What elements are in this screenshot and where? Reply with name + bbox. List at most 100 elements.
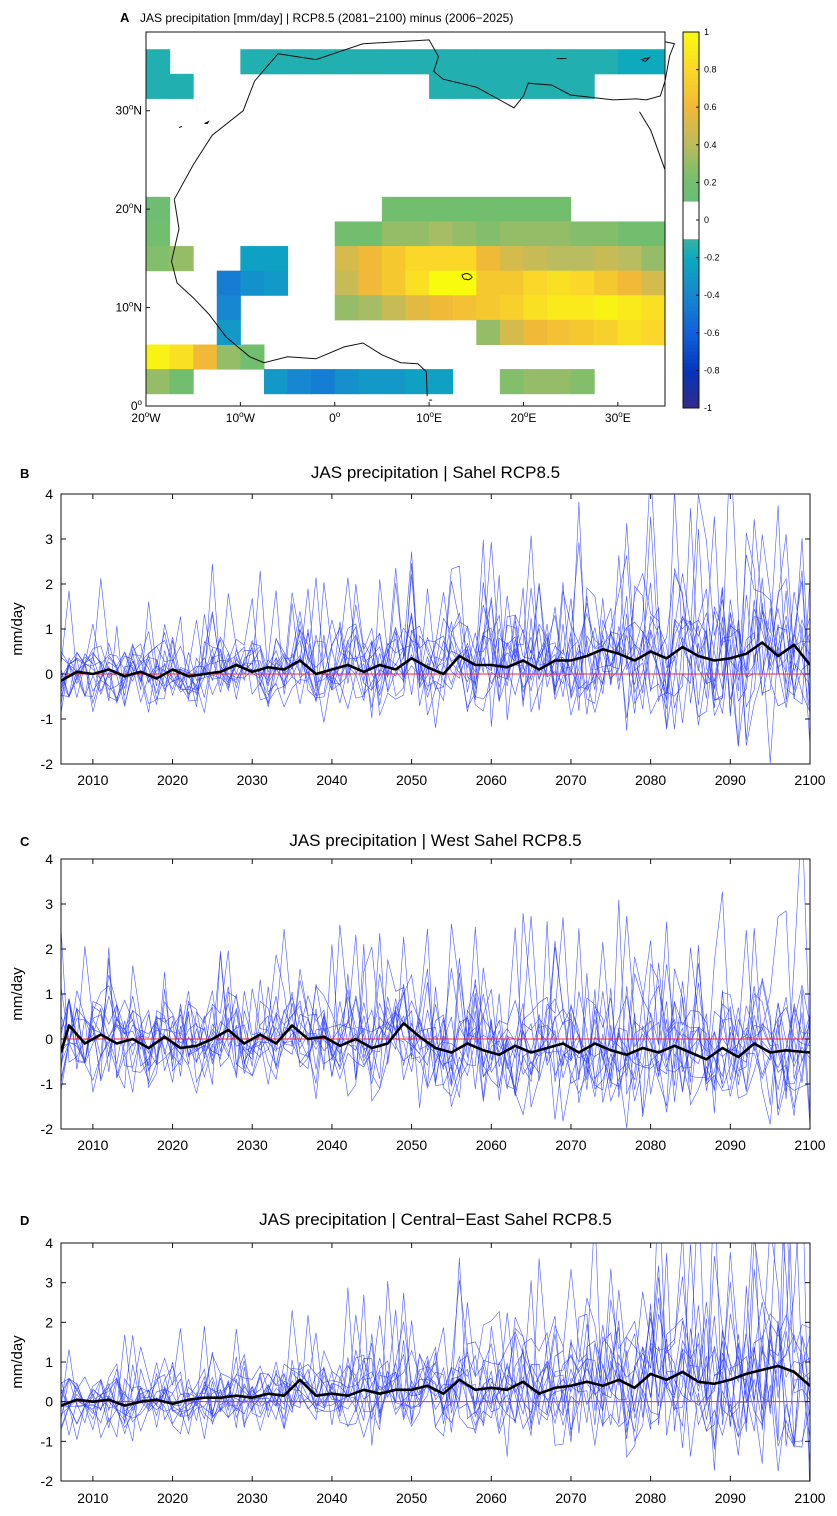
map-cell: [476, 319, 501, 345]
colorbar-tick-label: -0.4: [704, 290, 720, 300]
ensemble-members: [61, 859, 810, 1129]
colorbar-segment: [683, 242, 699, 247]
map-cell: [381, 270, 406, 296]
ensemble-member-line: [61, 505, 810, 713]
colorbar-segment: [683, 182, 699, 187]
map-cell: [452, 221, 477, 247]
map-cell: [429, 196, 454, 222]
y-tick-label: 4: [45, 486, 53, 502]
y-tick-label: 4: [45, 851, 53, 867]
y-tick-label: 3: [45, 896, 53, 912]
map-cell: [169, 73, 194, 99]
colorbar-segment: [683, 302, 699, 307]
map-cell: [570, 319, 595, 345]
colorbar-tick-label: -0.2: [704, 253, 720, 263]
map-cell: [570, 270, 595, 296]
ensemble-members: [61, 494, 810, 764]
map-cell: [146, 246, 171, 272]
ensemble-member-line: [61, 910, 810, 1102]
x-tick-label: 2100: [794, 1490, 825, 1506]
map-cell: [617, 246, 642, 272]
y-tick-label: 3: [45, 531, 53, 547]
map-cell: [146, 73, 171, 99]
colorbar-segment: [683, 186, 699, 191]
map-cell: [547, 221, 572, 247]
map-cell: [452, 49, 477, 75]
map-cell: [452, 246, 477, 272]
colorbar-segment: [683, 332, 699, 337]
map-cell: [547, 295, 572, 321]
colorbar-segment: [683, 272, 699, 277]
map-cell: [641, 246, 666, 272]
colorbar-tick-label: 0: [704, 215, 709, 225]
colorbar-segment: [683, 50, 699, 55]
colorbar-segment: [683, 204, 699, 210]
colorbar-segment: [683, 370, 699, 375]
map-cell: [287, 49, 312, 75]
y-tick-label: 2: [45, 941, 53, 957]
y-tick-label: -1: [41, 711, 54, 727]
colorbar-segment: [683, 189, 699, 195]
colorbar-segment: [683, 392, 699, 398]
colorbar-segment: [683, 73, 699, 78]
map-cell: [405, 49, 430, 75]
map-cell: [405, 246, 430, 272]
colorbar-segment: [683, 381, 699, 386]
colorbar-segment: [683, 298, 699, 304]
ensemble-member-line: [61, 915, 810, 1126]
canary-islands: [178, 120, 210, 128]
map-cell: [594, 295, 619, 321]
colorbar-segment: [683, 43, 699, 48]
y-tick-label: 0: [45, 1394, 53, 1410]
map-cell: [499, 270, 524, 296]
map-cell: [381, 295, 406, 321]
map-cell: [169, 344, 194, 370]
x-tick-label: 2080: [635, 1490, 666, 1506]
x-tick-label: 2020: [157, 1137, 188, 1153]
map-cell: [429, 295, 454, 321]
colorbar-segment: [683, 54, 699, 59]
colorbar-segment: [683, 32, 699, 37]
colorbar-segment: [683, 171, 699, 176]
colorbar-segment: [683, 137, 699, 142]
colorbar-segment: [683, 212, 699, 217]
x-tick-label: 2030: [237, 1137, 268, 1153]
map-cell: [405, 196, 430, 222]
map-cell: [263, 246, 289, 272]
map-cell: [263, 49, 289, 75]
map-cell: [334, 295, 359, 321]
map-cell: [523, 196, 548, 222]
colorbar-segment: [683, 122, 699, 127]
x-tick-label: 2070: [555, 1137, 586, 1153]
colorbar-segment: [683, 208, 699, 213]
lake-chad: [461, 273, 473, 281]
map-cell: [547, 196, 572, 222]
map-cell: [547, 270, 572, 296]
map-cell: [617, 319, 642, 345]
colorbar-segment: [683, 280, 699, 285]
y-tick-label: -1: [41, 1076, 54, 1092]
map-cell: [617, 295, 642, 321]
map-cell: [523, 270, 548, 296]
map-x-tick-label: 20oE: [511, 410, 537, 425]
map-cell: [499, 246, 524, 272]
colorbar-segment: [683, 84, 699, 89]
map-cell: [334, 49, 359, 75]
y-tick-label: 0: [45, 1031, 53, 1047]
colorbar-segment: [683, 340, 699, 345]
x-tick-label: 2080: [635, 772, 666, 788]
map-x-tick-label: 20oW: [131, 410, 161, 425]
map-cell: [240, 344, 265, 370]
map-cell: [499, 221, 524, 247]
y-tick-label: -2: [41, 1473, 54, 1489]
map-cell: [146, 344, 171, 370]
colorbar-segment: [683, 193, 699, 198]
map-cell: [547, 49, 572, 75]
map-cell: [381, 369, 406, 395]
colorbar-segment: [683, 65, 699, 70]
x-tick-label: 2080: [635, 1137, 666, 1153]
colorbar-segment: [683, 39, 699, 44]
map-cell: [570, 221, 595, 247]
map-cell: [216, 270, 241, 296]
colorbar-segment: [683, 231, 699, 236]
